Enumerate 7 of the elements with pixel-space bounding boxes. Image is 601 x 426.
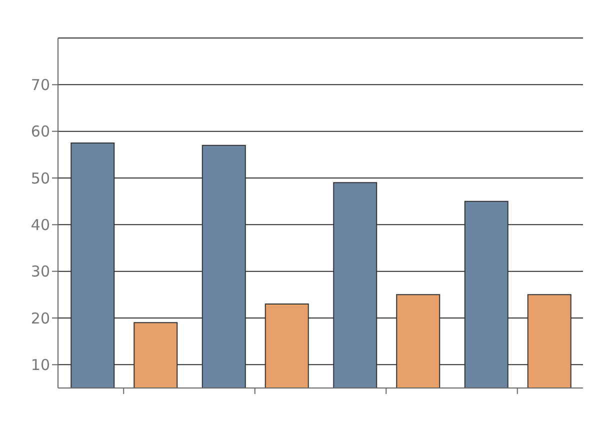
y-tick-label: 50 bbox=[30, 169, 50, 188]
y-tick-label: 70 bbox=[30, 76, 50, 94]
y-tick-label: 30 bbox=[30, 262, 50, 281]
y-tick-label: 20 bbox=[30, 309, 50, 328]
y-tick-label: 10 bbox=[30, 356, 50, 374]
y-tick-label: 60 bbox=[30, 122, 50, 141]
y-tick-label: 40 bbox=[30, 216, 50, 234]
